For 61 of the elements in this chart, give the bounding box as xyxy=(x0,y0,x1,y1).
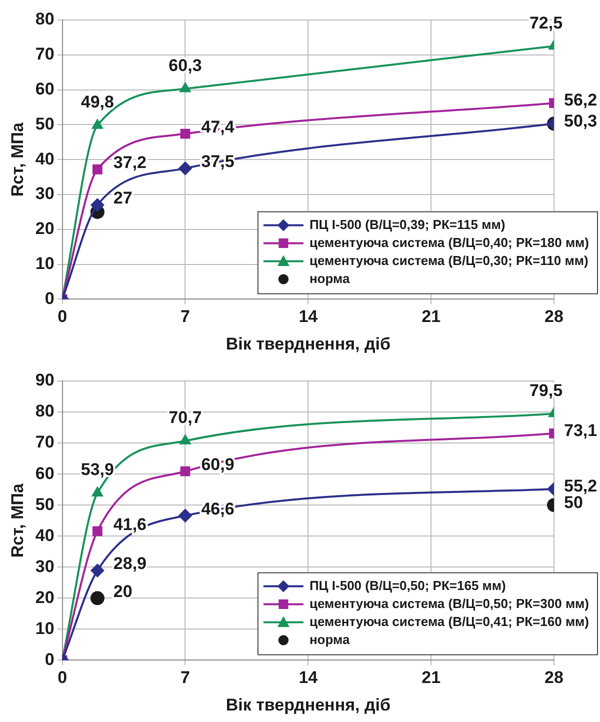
y-tick-label: 70 xyxy=(35,44,54,64)
y-tick-label: 20 xyxy=(35,588,54,607)
y-axis-title: Rст, МПа xyxy=(8,483,27,558)
y-tick-label: 90 xyxy=(35,370,54,390)
x-tick-label: 7 xyxy=(180,668,190,688)
y-tick-label: 40 xyxy=(35,526,54,545)
point xyxy=(92,526,102,536)
data-label: 72,5 xyxy=(529,13,563,32)
point xyxy=(178,161,192,176)
y-tick-label: 40 xyxy=(35,149,54,168)
data-label: 73,1 xyxy=(564,421,598,440)
x-tick-label: 21 xyxy=(422,668,441,688)
y-tick-label: 20 xyxy=(35,219,54,238)
data-label: 50,3 xyxy=(564,111,598,130)
legend-label: норма xyxy=(309,270,350,286)
y-tick-label: 10 xyxy=(35,254,54,273)
legend-label: цементуюча система (В/Ц=0,41; РК=160 мм) xyxy=(309,614,590,629)
y-tick-label: 30 xyxy=(35,556,54,576)
data-label: 79,5 xyxy=(529,380,563,400)
data-label: 41,6 xyxy=(113,514,147,534)
y-tick-label: 30 xyxy=(35,184,54,204)
y-tick-label: 50 xyxy=(35,114,54,134)
data-label: 20 xyxy=(113,582,132,601)
x-tick-label: 14 xyxy=(298,668,318,688)
x-tick-label: 0 xyxy=(58,668,68,688)
x-tick-label: 21 xyxy=(422,307,441,326)
y-tick-label: 80 xyxy=(35,402,54,421)
legend-label: цементуюча система (В/Ц=0,30; РК=110 мм) xyxy=(309,252,588,268)
x-axis-title: Вік тверднення, діб xyxy=(226,334,390,354)
legend-label: ПЦ І-500 (В/Ц=0,39; РК=115 мм) xyxy=(309,216,506,232)
data-label: 37,2 xyxy=(113,153,147,172)
x-tick-label: 14 xyxy=(298,307,318,326)
y-tick-label: 60 xyxy=(35,464,54,483)
y-tick-label: 60 xyxy=(35,79,54,98)
point xyxy=(180,466,190,476)
data-label: 28,9 xyxy=(113,554,147,574)
x-tick-label: 0 xyxy=(58,307,68,326)
y-tick-label: 80 xyxy=(35,10,54,29)
point xyxy=(90,564,104,578)
x-tick-label: 7 xyxy=(180,307,190,326)
x-axis-title: Вік тверднення, діб xyxy=(226,695,390,714)
legend-label: ПЦ І-500 (В/Ц=0,50; РК=165 мм) xyxy=(309,578,506,593)
data-label: 27 xyxy=(113,188,132,208)
y-tick-label: 50 xyxy=(35,494,54,514)
data-label: 70,7 xyxy=(168,408,202,428)
data-label: 60,3 xyxy=(168,56,202,75)
data-label: 53,9 xyxy=(80,460,114,480)
point xyxy=(178,508,192,523)
point xyxy=(90,198,104,212)
y-tick-label: 0 xyxy=(44,288,54,308)
y-tick-label: 0 xyxy=(44,650,54,669)
legend-label: цементуюча система (В/Ц=0,40; РК=180 мм) xyxy=(309,234,590,250)
y-axis-title: Rст, МПа xyxy=(8,122,27,197)
data-label: 56,2 xyxy=(564,90,598,110)
y-tick-label: 70 xyxy=(35,432,54,452)
legend-label: норма xyxy=(309,632,350,647)
x-tick-label: 28 xyxy=(544,668,564,688)
x-tick-label: 28 xyxy=(544,307,564,326)
data-label: 49,8 xyxy=(80,92,114,112)
y-tick-label: 10 xyxy=(35,618,54,638)
legend-label: цементуюча система (В/Ц=0,50; РК=300 мм) xyxy=(309,596,590,611)
